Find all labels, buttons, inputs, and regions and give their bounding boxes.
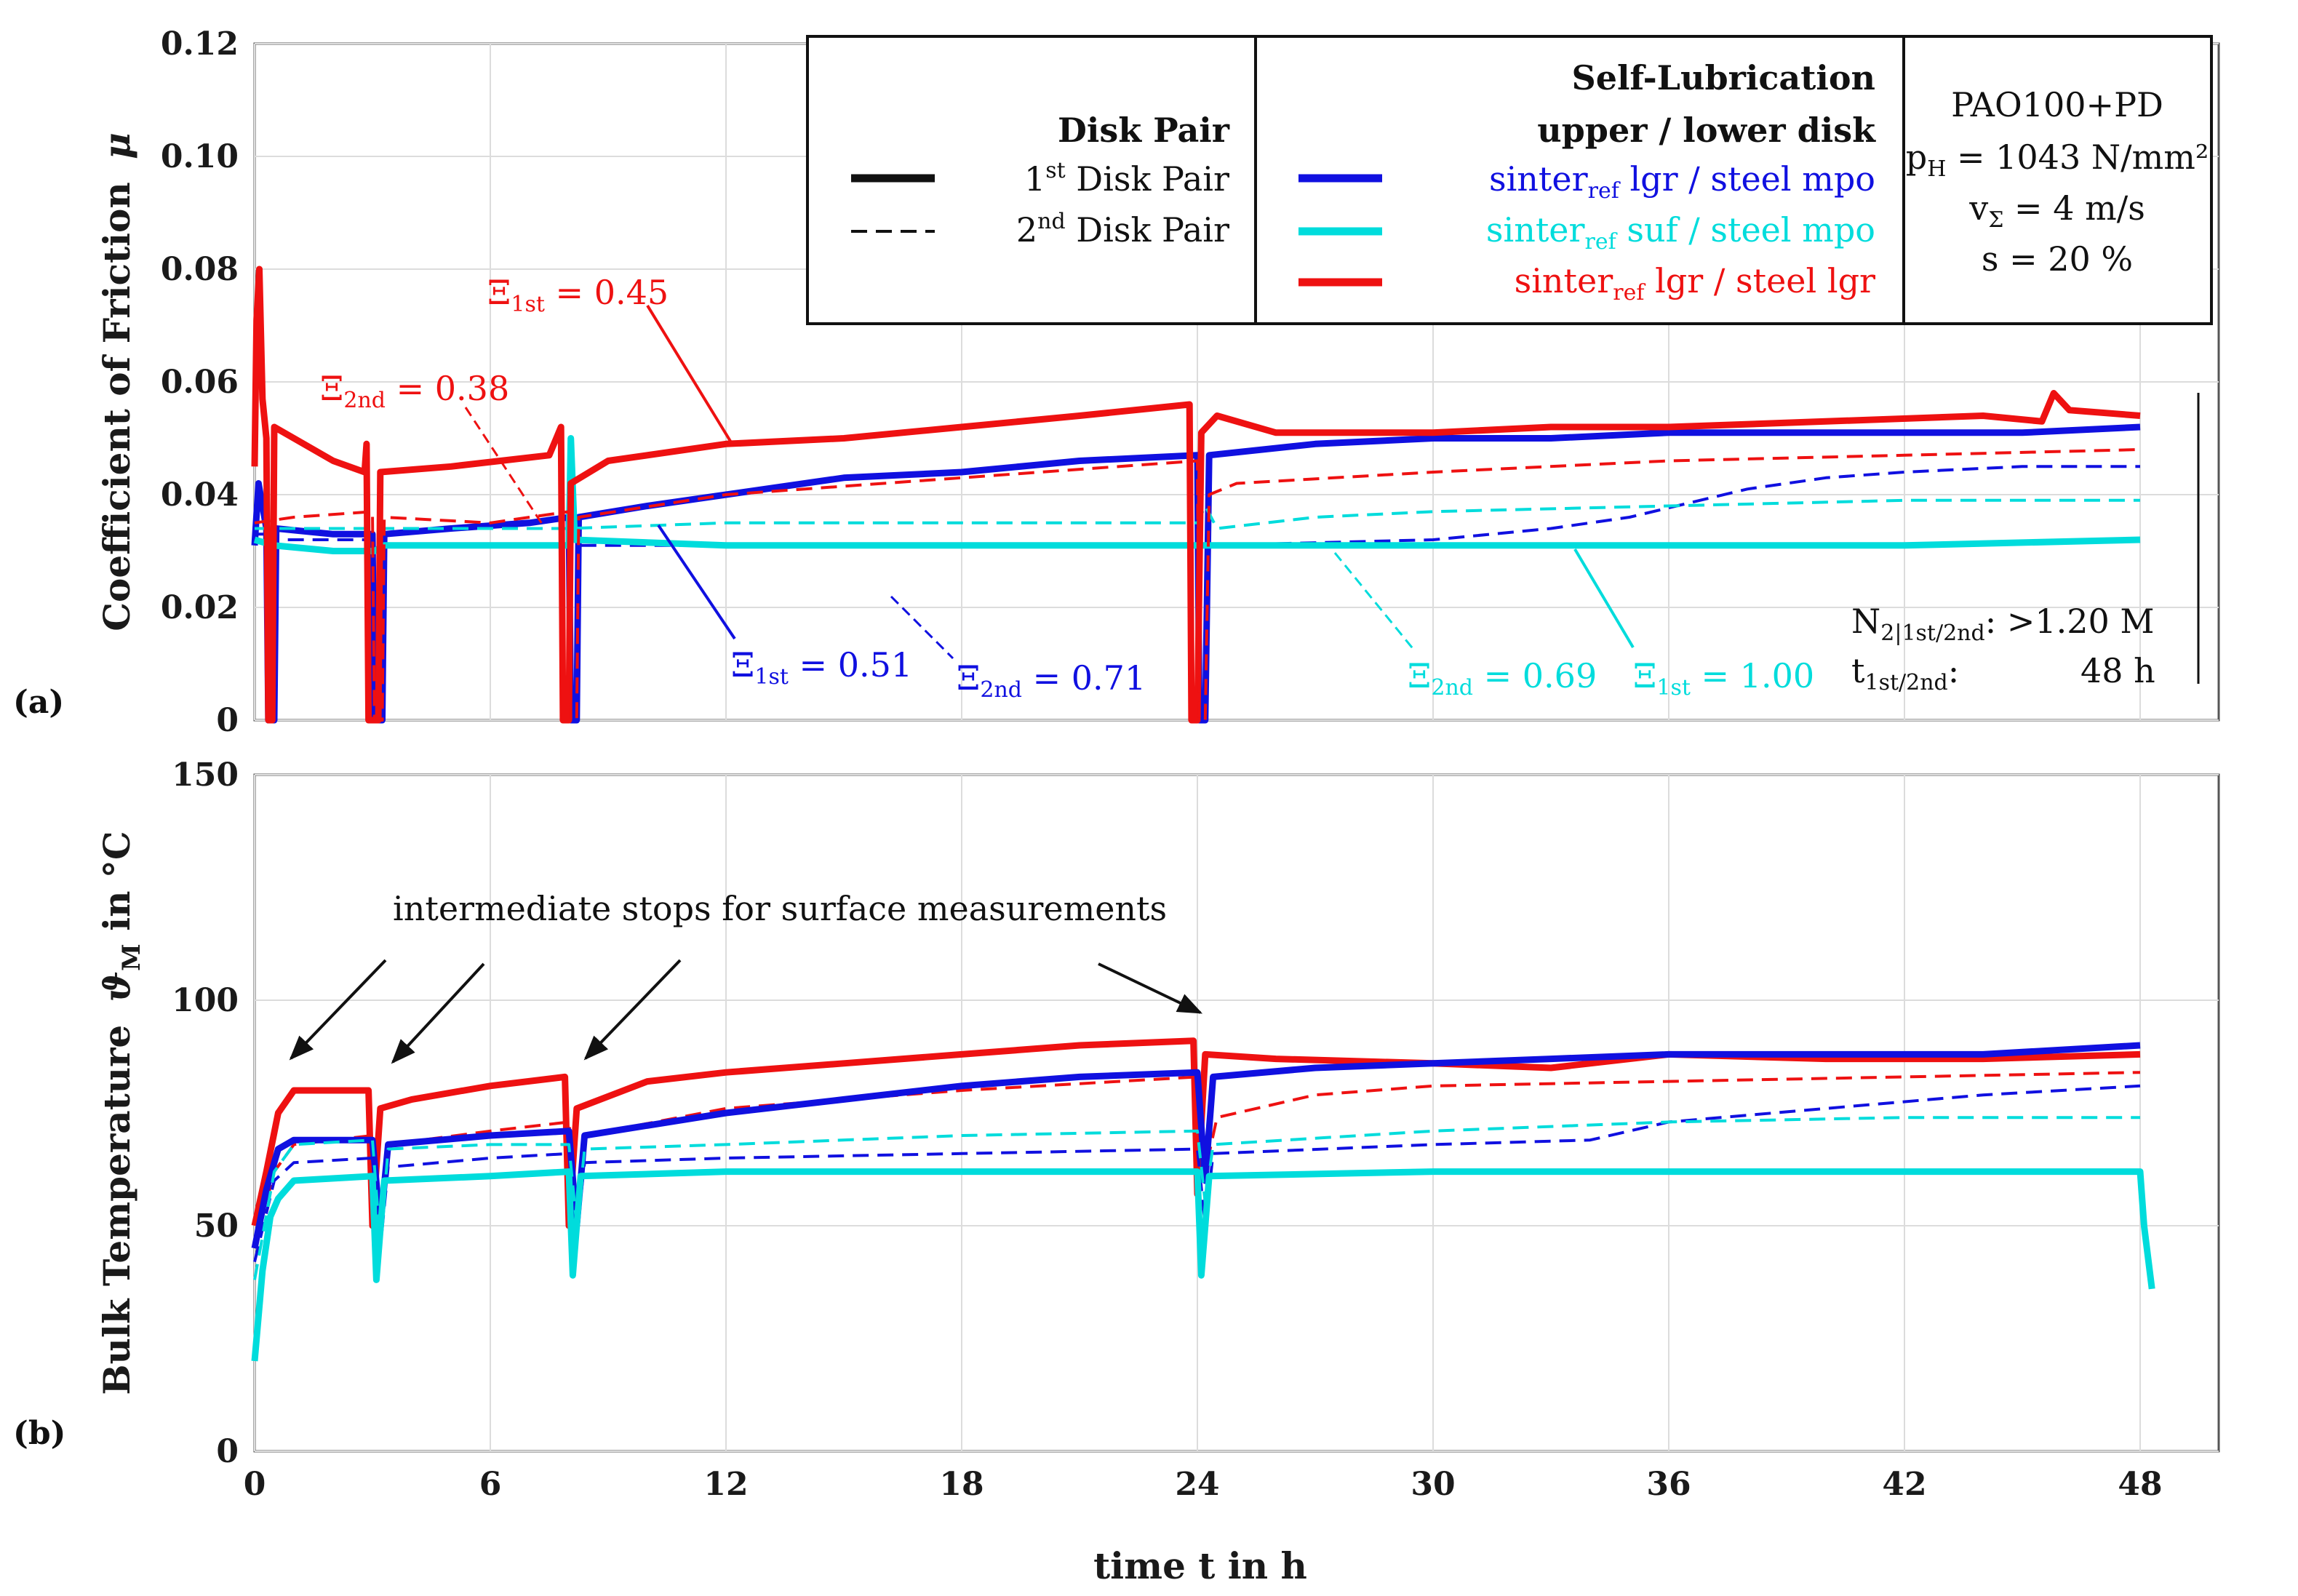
annot-cyan-2nd-leader <box>1333 552 1416 652</box>
x-tick-label: 48 <box>2118 1466 2162 1503</box>
x-tick-label: 12 <box>703 1466 748 1503</box>
legend-suf-mpo-label: sinterref suf / steel mpo <box>1486 210 1875 255</box>
panel-a-y-tick-label: 0.02 <box>161 589 239 626</box>
x-tick-label: 18 <box>939 1466 984 1503</box>
panel-a-y-tick-label: 0 <box>216 702 239 739</box>
x-tick-label: 6 <box>479 1466 502 1503</box>
panel-b-series-line-1 <box>251 1037 2141 1229</box>
panel-b-y-tick-label: 100 <box>172 982 239 1019</box>
x-tick-label: 24 <box>1175 1466 1219 1503</box>
panel-b-plot-area <box>253 773 2220 1453</box>
panel-b-temperature-chart: 0 6 12 18 24 30 36 42 48 0 50 100 150 Bulk Temperatu… <box>13 757 2220 1503</box>
legend-condition-oil: PAO100+PD <box>1951 85 2163 124</box>
panel-a-series-line-3 <box>253 435 2141 554</box>
panel-b-series-line-4 <box>253 1084 2141 1263</box>
stop-arrow-1 <box>289 959 387 1061</box>
annot-cyan-1st-leader <box>1573 548 1635 649</box>
panel-b-series <box>251 1037 2155 1362</box>
annot-blue-2nd-leader <box>890 595 954 660</box>
annot-blue-2nd: Ξ2nd = 0.71 <box>957 658 1146 703</box>
panel-a-y-axis-label: Coefficient of Friction μ <box>95 132 138 631</box>
panel-b-tick-labels: 0 6 12 18 24 30 36 42 48 0 50 100 150 <box>172 757 2162 1503</box>
legend-condition-slip: s = 20 % <box>1982 239 2133 279</box>
legend-1st-disk-pair-label: 1st Disk Pair <box>1024 158 1229 199</box>
x-tick-label: 36 <box>1646 1466 1691 1503</box>
panel-a-label: (a) <box>13 684 64 721</box>
legend-condition-velocity: vΣ = 4 m/s <box>1968 188 2145 233</box>
panel-a-series-line-6 <box>254 448 2141 722</box>
legend-self-lubrication-subtitle: upper / lower disk <box>1537 111 1876 150</box>
panel-a-tick-labels: 0 0.02 0.04 0.06 0.08 0.10 0.12 <box>161 25 239 739</box>
panel-a-series <box>251 266 2141 724</box>
x-axis-label: time t in h <box>1093 1544 1307 1587</box>
annot-red-1st: Ξ1st = 0.45 <box>487 273 669 317</box>
panel-a-y-tick-label: 0.12 <box>161 25 239 63</box>
panel-b-y-axis-label: Bulk Temperature ϑM in °C <box>95 831 146 1394</box>
annot-intermediate-stops: intermediate stops for surface measureme… <box>393 889 1167 928</box>
stop-arrow-3 <box>583 959 682 1061</box>
legend-disk-pair-title: Disk Pair <box>1058 111 1230 150</box>
panel-b-series-line-3 <box>251 1042 2141 1249</box>
panel-b-grid <box>254 774 2219 1452</box>
panel-a-annotations: Ξ1st = 0.45 Ξ2nd = 0.38 Ξ1st = 0.51 Ξ2nd… <box>320 273 2200 703</box>
x-tick-label: 42 <box>1882 1466 1926 1503</box>
legend-lgr-mpo-label: sinterref lgr / steel mpo <box>1489 159 1875 204</box>
legend: Disk Pair 1st Disk Pair 2nd Disk Pair Se… <box>806 35 2213 325</box>
legend-lgr-lgr-label: sinterref lgr / steel lgr <box>1515 261 1875 306</box>
annot-red-2nd-leader <box>464 407 543 524</box>
panel-a-y-tick-label: 0.10 <box>161 138 239 175</box>
annot-blue-1st-leader <box>657 524 736 640</box>
panel-b-y-tick-label: 150 <box>172 757 239 794</box>
legend-condition-pressure: pH = 1043 N/mm² <box>1906 137 2209 182</box>
panel-a-y-tick-label: 0.06 <box>161 364 239 401</box>
x-tick-label: 30 <box>1411 1466 1455 1503</box>
panel-a-y-tick-label: 0.04 <box>161 476 239 514</box>
annot-duration: t1st/2nd: 48 h <box>1851 651 2155 695</box>
panel-a-friction-chart: 0 0.02 0.04 0.06 0.08 0.10 0.12 Coefficient of… <box>13 25 2220 739</box>
panel-a-series-line-5 <box>251 266 2141 724</box>
panel-b-y-tick-label: 0 <box>216 1433 239 1470</box>
stop-arrow-4 <box>1098 962 1203 1014</box>
panel-b-series-line-5 <box>251 1168 2155 1362</box>
annot-cyan-2nd: Ξ2nd = 0.69 <box>1408 656 1597 701</box>
annot-red-1st-leader <box>646 304 733 444</box>
legend-self-lubrication-title: Self-Lubrication <box>1571 58 1875 97</box>
panel-a-y-tick-label: 0.08 <box>161 251 239 288</box>
annot-cycles: N2|1st/2nd: >1.20 M <box>1851 602 2155 646</box>
legend-2nd-disk-pair-label: 2nd Disk Pair <box>1016 209 1229 250</box>
annot-red-2nd: Ξ2nd = 0.38 <box>320 369 509 413</box>
panel-b-label: (b) <box>13 1415 65 1452</box>
x-tick-label: 0 <box>244 1466 266 1503</box>
stop-arrow-2 <box>391 962 485 1064</box>
annot-cyan-1st: Ξ1st = 1.00 <box>1633 656 1814 701</box>
panel-a-series-line-2 <box>255 465 2140 722</box>
annot-blue-1st: Ξ1st = 0.51 <box>731 645 912 690</box>
panel-b-y-tick-label: 50 <box>194 1208 239 1245</box>
legend-box <box>806 35 2213 325</box>
